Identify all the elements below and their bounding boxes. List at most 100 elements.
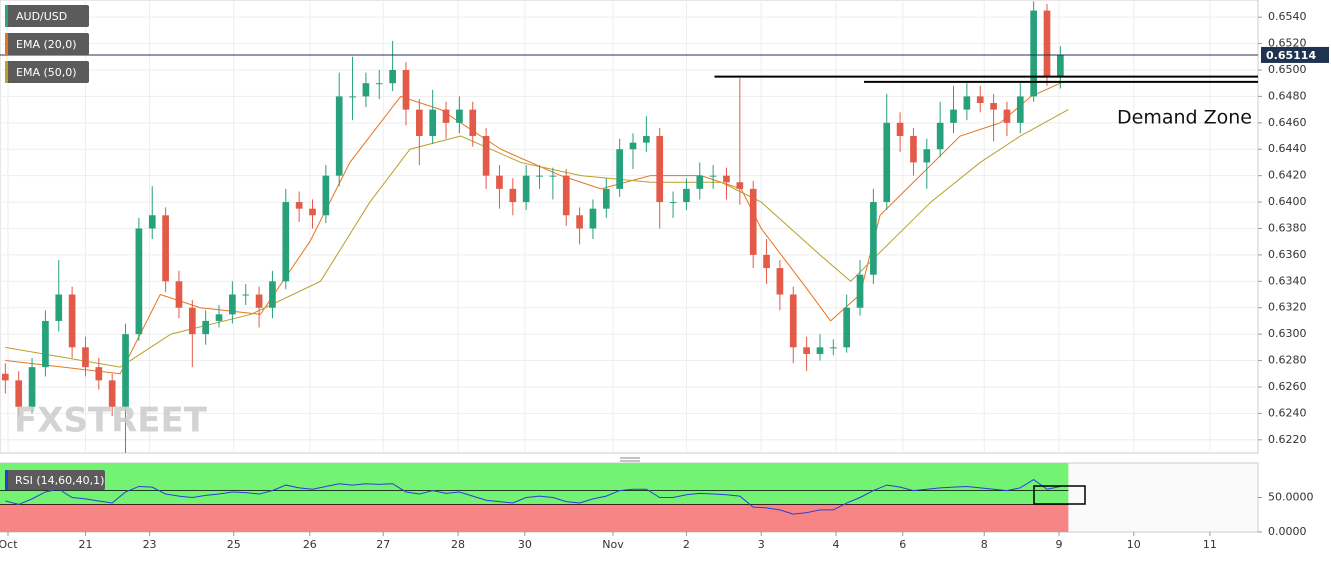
candle-body [2,373,9,381]
candle-body [135,228,143,335]
candle-body [295,202,303,209]
x-tick-label: 4 [832,538,839,551]
candle-body [1043,10,1051,77]
candle-body [723,175,730,183]
legend-label: EMA (50,0) [16,66,77,79]
legend-box [5,5,89,27]
annotation: Demand Zone [1117,107,1252,129]
y-tick-label: 0.6420 [1268,169,1307,182]
candle-body [469,109,477,137]
candle-body [15,380,23,407]
candle-body [456,109,463,123]
candle-body [976,96,984,104]
y-tick-label: 0.6540 [1268,10,1307,23]
candle-body [122,334,129,407]
legend-box [5,61,89,83]
rsi-lower-zone [0,504,1069,532]
candle-body [255,294,263,308]
candle-body [602,188,610,209]
x-tick-label: 9 [1056,538,1063,551]
x-tick-label: 30 [518,538,532,551]
candle-body [776,268,784,295]
candle-body [950,109,957,123]
rsi-legend-label: RSI (14,60,40,1) [15,474,104,487]
candle-body [870,202,877,275]
x-tick-label: 11 [1203,538,1217,551]
candle-body [1030,10,1037,97]
y-tick-label: 0.6300 [1268,327,1307,340]
candle-body [856,274,864,308]
y-tick-label: 0.6260 [1268,380,1307,393]
candle-body [309,208,316,216]
candle-body [763,254,770,269]
candle-body [202,320,209,335]
x-tick-label: 26 [303,538,317,551]
candle-body [362,83,370,97]
candle-body [95,367,103,381]
candle-body [402,69,410,110]
x-tick-label: 6 [899,538,906,551]
ema-line [5,109,1069,368]
y-tick-label: 50.0000 [1268,491,1314,504]
y-tick-label: 0.0000 [1268,525,1307,538]
candle-body [1003,109,1011,123]
candle-body [789,294,797,348]
legend-swatch [5,5,8,27]
candle-body [482,136,490,176]
y-tick-label: 0.6240 [1268,406,1307,419]
candle-body [629,142,637,150]
y-tick-label: 0.6440 [1268,142,1307,155]
candle-body [643,136,650,143]
candle-body [589,208,597,229]
candle-body [188,307,196,335]
x-tick-label: 23 [143,538,157,551]
y-tick-label: 0.6320 [1268,301,1307,314]
candle-body [816,347,824,354]
candle-body [108,380,116,407]
legend-label: AUD/USD [16,10,67,23]
x-tick-label: 27 [376,538,390,551]
y-tick-label: 0.6480 [1268,89,1307,102]
candle-body [576,215,583,229]
candle-body [82,347,89,368]
candle-body [990,103,997,110]
x-tick-label: Oct [0,538,18,551]
watermark: FXSTREET [14,401,208,441]
candle-body [910,136,917,163]
candle-body [349,96,356,98]
candle-body [175,281,183,308]
price-tag-label: 0.65114 [1266,49,1316,62]
candle-body [375,83,383,85]
y-tick-label: 0.6460 [1268,116,1307,129]
x-tick-label: 2 [683,538,690,551]
candle-body [669,202,677,204]
candle-body [148,215,156,229]
candle-body [562,175,570,216]
candle-body [415,109,423,137]
candle-body [229,294,236,315]
rsi-line [5,478,1061,515]
ema-line [5,82,1061,375]
candle-body [269,281,276,308]
candle-body [509,188,517,203]
candle-body [749,188,757,255]
price-tag [1261,46,1329,63]
y-tick-label: 0.6500 [1268,63,1307,76]
y-tick-label: 0.6280 [1268,354,1307,367]
candle-body [429,109,437,137]
candle-body [616,149,623,189]
candle-body [1057,55,1064,77]
legend-swatch [5,33,8,55]
x-tick-label: 21 [78,538,92,551]
y-tick-label: 0.6400 [1268,195,1307,208]
y-tick-label: 0.6360 [1268,248,1307,261]
candle-body [923,149,931,163]
candle-body [335,96,343,176]
candle-body [42,320,49,368]
candle-body [963,96,971,110]
candle-body [696,175,704,189]
candle-body [28,367,36,407]
candle-body [683,188,690,203]
candle-body [522,175,530,203]
candle-body [242,294,250,296]
